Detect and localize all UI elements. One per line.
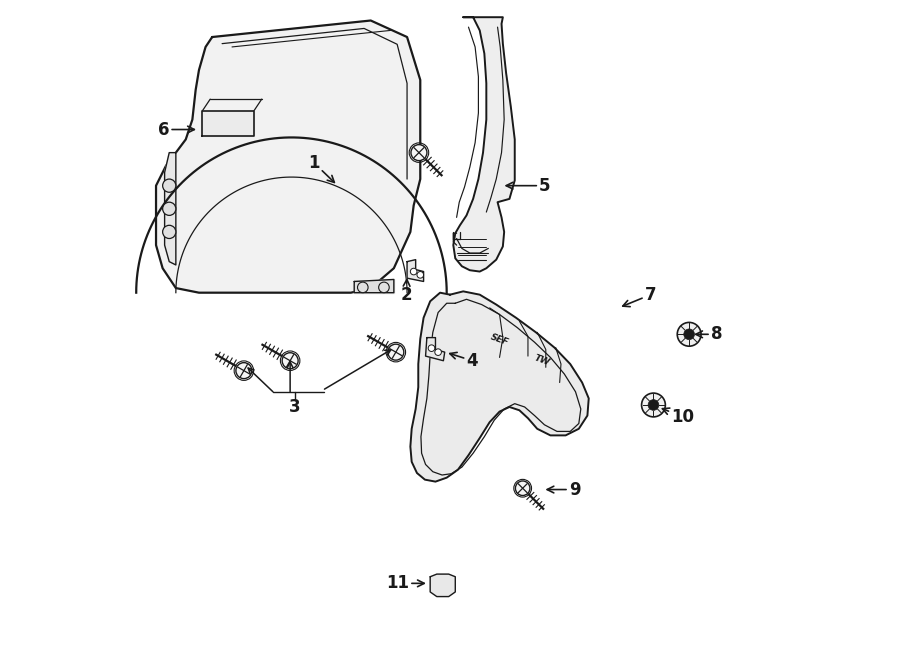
Polygon shape xyxy=(202,111,254,136)
Polygon shape xyxy=(410,291,589,482)
Polygon shape xyxy=(454,17,515,271)
Text: 1: 1 xyxy=(308,154,335,183)
Circle shape xyxy=(236,363,252,379)
Circle shape xyxy=(163,179,176,192)
Text: TW: TW xyxy=(533,354,551,367)
Circle shape xyxy=(357,282,368,293)
Text: 7: 7 xyxy=(623,286,656,307)
Polygon shape xyxy=(426,338,445,361)
Text: 8: 8 xyxy=(696,325,723,344)
Text: 2: 2 xyxy=(400,279,412,304)
Circle shape xyxy=(379,282,389,293)
Circle shape xyxy=(642,393,665,417)
Text: 6: 6 xyxy=(158,120,194,138)
Circle shape xyxy=(684,329,695,340)
Circle shape xyxy=(435,349,441,355)
Circle shape xyxy=(417,271,424,278)
Text: SEF: SEF xyxy=(490,333,510,348)
Circle shape xyxy=(388,344,404,360)
Circle shape xyxy=(163,225,176,238)
Circle shape xyxy=(411,144,427,161)
Circle shape xyxy=(648,400,659,410)
Polygon shape xyxy=(407,260,424,281)
Circle shape xyxy=(282,353,298,369)
Text: 10: 10 xyxy=(662,408,694,426)
Polygon shape xyxy=(430,574,455,596)
Text: 11: 11 xyxy=(386,575,424,592)
Text: 3: 3 xyxy=(289,398,301,416)
Polygon shape xyxy=(156,21,420,293)
Circle shape xyxy=(428,345,435,352)
Text: 9: 9 xyxy=(547,481,580,498)
Circle shape xyxy=(410,268,417,275)
Polygon shape xyxy=(355,279,394,293)
Circle shape xyxy=(163,202,176,215)
Circle shape xyxy=(678,322,701,346)
Circle shape xyxy=(516,481,530,495)
Text: 4: 4 xyxy=(450,352,478,370)
Text: 5: 5 xyxy=(506,177,551,195)
Polygon shape xyxy=(165,153,176,265)
